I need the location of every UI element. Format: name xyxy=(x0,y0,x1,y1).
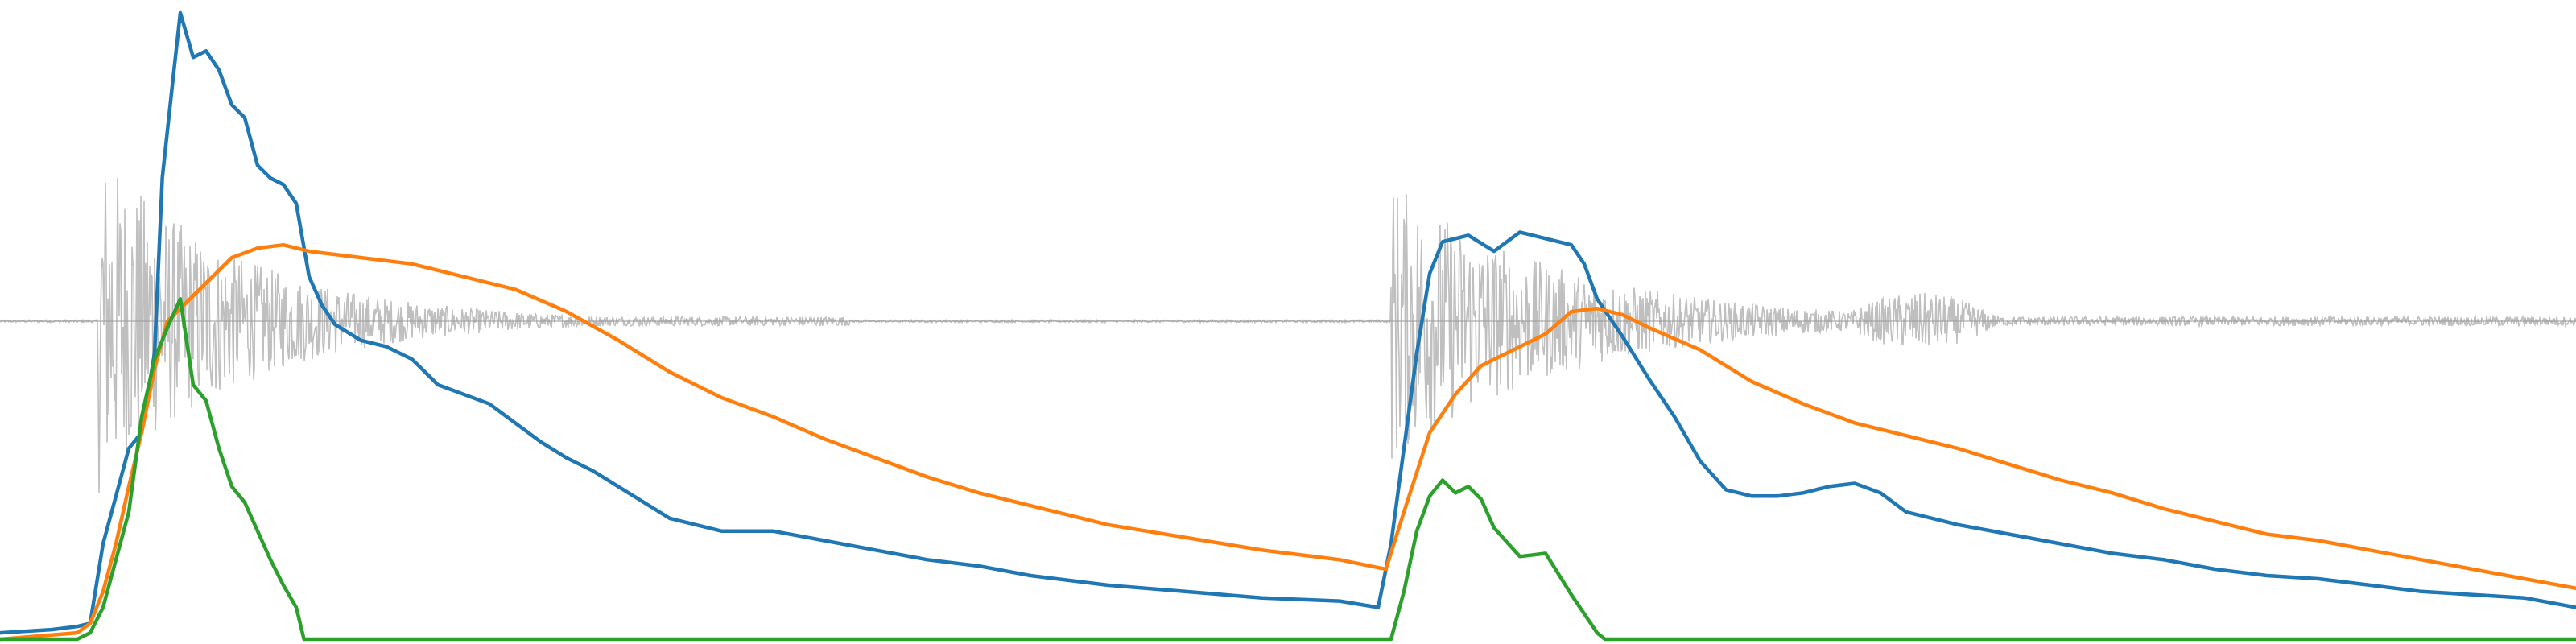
waveform-layer xyxy=(0,178,2576,493)
series-line-3 xyxy=(0,297,2576,642)
waveform-line xyxy=(0,178,2576,493)
series-line-2 xyxy=(0,242,2576,642)
series-line-1 xyxy=(0,10,2576,635)
series-layer xyxy=(0,10,2576,642)
